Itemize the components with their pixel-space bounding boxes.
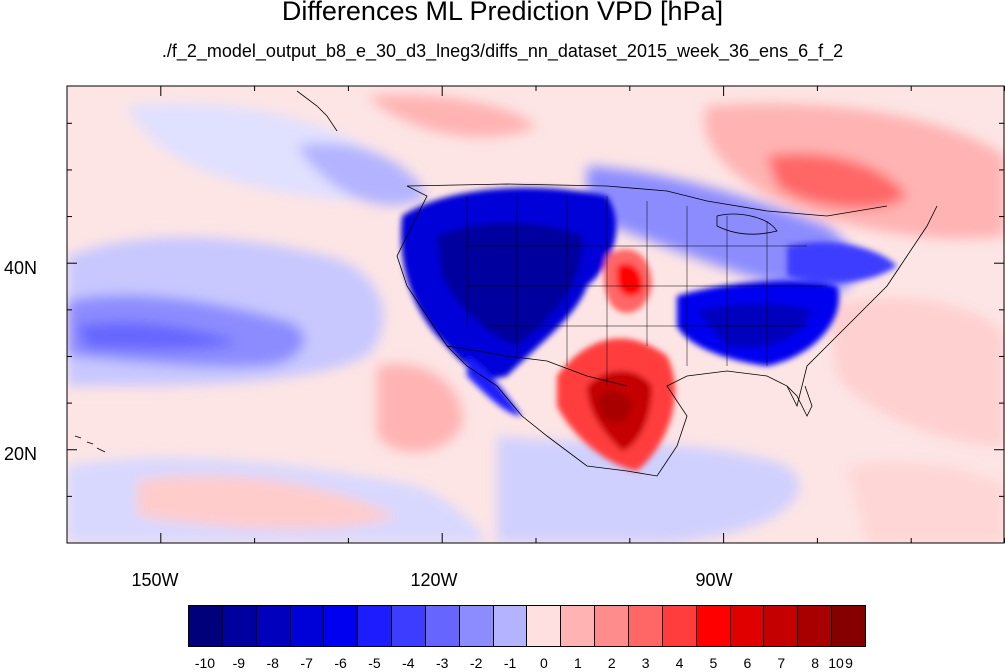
vpd-difference-field [67, 90, 1005, 543]
colorbar-swatch [493, 606, 528, 646]
colorbar-tick-label: 9 [845, 655, 853, 671]
colorbar-tick-label: 2 [607, 655, 616, 671]
colorbar-swatch [595, 606, 629, 646]
lon-label-90w: 90W [695, 570, 733, 590]
lon-label-120w: 120W [410, 570, 458, 590]
colorbar-tick-label: -9 [232, 655, 246, 671]
colorbar-swatch [628, 606, 663, 646]
colorbar-tick-label: -1 [503, 655, 517, 671]
caribbean-pink [847, 462, 1005, 543]
colorbar-tick-label: -3 [436, 655, 449, 671]
colorbar-tick-label: -5 [368, 655, 381, 671]
map-subtitle: ./f_2_model_output_b8_e_30_d3_lneg3/diff… [161, 41, 844, 61]
colorbar-swatch [696, 606, 731, 646]
colorbar-tick-label: 6 [743, 655, 752, 671]
colorbar-tick-label: 3 [641, 655, 650, 671]
colorbar-tick-label: 10 [828, 655, 844, 671]
lat-label-40n: 40N [4, 258, 38, 278]
colorbar-swatch [189, 606, 223, 646]
colorbar-swatch [730, 606, 765, 646]
colorbar-swatch [832, 606, 865, 646]
colorbar-tick-label: -10 [194, 655, 216, 671]
colorbar-tick-label: 8 [811, 655, 820, 671]
colorbar-tick-label: 4 [675, 655, 684, 671]
colorbar-swatch [662, 606, 697, 646]
lat-label-20n: 20N [4, 444, 38, 464]
colorbar-tick-label: 5 [709, 655, 718, 671]
colorbar-swatch [222, 606, 257, 646]
map-plot-area [67, 86, 1005, 543]
colorbar-swatch [527, 606, 562, 646]
colorbar-tick-label: -4 [402, 655, 415, 671]
colorbar-swatch [798, 606, 833, 646]
colorbar-swatch [358, 606, 393, 646]
colorbar-tick-label: 7 [777, 655, 786, 671]
colorbar-tick-label: 1 [573, 655, 582, 671]
colorbar-tick-label: 0 [540, 655, 548, 671]
hawaii [74, 435, 106, 453]
colorbar-swatch [561, 606, 596, 646]
colorbar-tick-label: -2 [469, 655, 483, 671]
colorbar-tick-label: -7 [300, 655, 313, 671]
alaska-pink [367, 94, 537, 138]
map-title: Differences ML Prediction VPD [hPa] [281, 0, 724, 26]
colorbar-swatch [459, 606, 494, 646]
atlantic-pink [827, 297, 1005, 446]
east-coast-blue [787, 242, 897, 283]
florida [786, 385, 813, 417]
colorbar-swatch [425, 606, 460, 646]
colorbar-tick-label: -8 [266, 655, 279, 671]
colorbar-tick-label: -6 [334, 655, 347, 671]
colorbar [188, 605, 866, 647]
colorbar-swatch [256, 606, 291, 646]
pacific-pink-patch [377, 364, 463, 453]
colorbar-swatch [290, 606, 325, 646]
lon-label-150w: 150W [131, 570, 179, 590]
colorbar-swatch [324, 606, 359, 646]
colorbar-swatch [392, 606, 426, 646]
colorbar-swatch [764, 606, 799, 646]
